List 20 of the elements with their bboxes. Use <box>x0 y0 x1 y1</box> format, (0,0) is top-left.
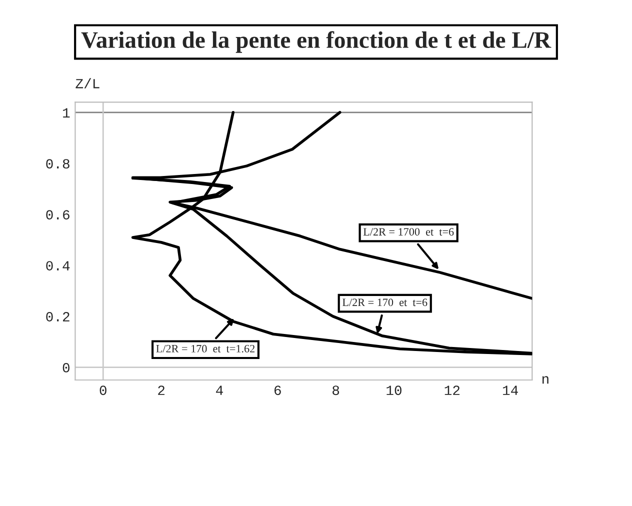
annotation: L/2R = 170 et t=6 <box>342 298 428 306</box>
y-tick-label: 0.6 <box>46 210 70 220</box>
y-tick-label: 0.2 <box>46 312 70 322</box>
x-axis-title: n <box>542 376 548 384</box>
y-tick-label: 1 <box>63 108 70 118</box>
x-tick-label: 12 <box>444 386 460 395</box>
x-tick-label: 10 <box>386 386 402 396</box>
y-tick-label: 0 <box>62 363 70 372</box>
x-tick-label: 14 <box>503 386 518 395</box>
x-tick-label: 0 <box>100 386 106 396</box>
chart-title: Variation de la pente en fonction de t et de L/R <box>81 31 552 53</box>
y-axis-title: Z/L <box>76 78 100 88</box>
x-tick-label: 8 <box>332 386 340 396</box>
annotation: L/2R = 170 et t=1.62 <box>156 344 255 352</box>
annotation: L/2R = 1700 et t=6 <box>363 228 454 236</box>
x-tick-label: 6 <box>274 386 281 396</box>
x-tick-label: 4 <box>216 386 223 395</box>
y-tick-label: 0.8 <box>46 159 70 169</box>
y-tick-label: 0.4 <box>46 261 70 270</box>
x-tick-label: 2 <box>158 386 164 395</box>
